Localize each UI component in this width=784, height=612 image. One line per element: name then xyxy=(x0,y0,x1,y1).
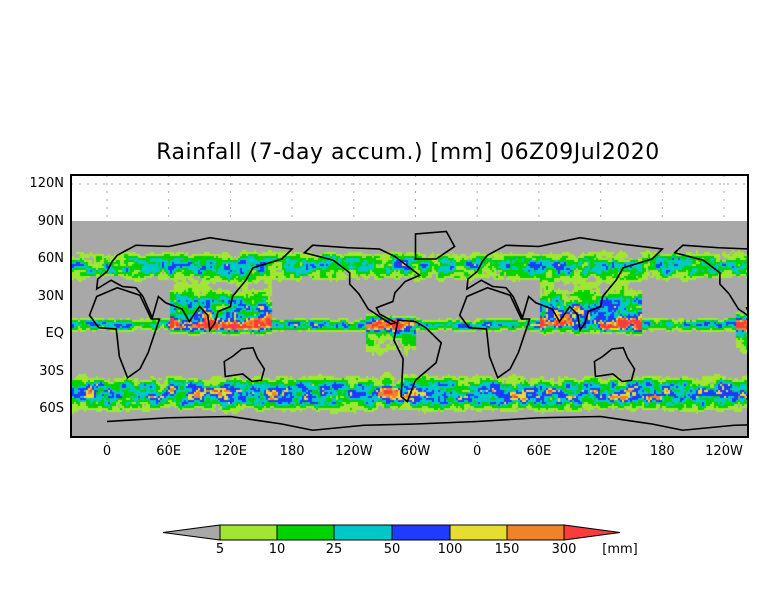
colorbar-label: 25 xyxy=(325,542,343,557)
continent-outline xyxy=(763,319,784,403)
colorbar-below-triangle xyxy=(162,524,221,541)
colorbar-label: 150 xyxy=(494,542,520,557)
colorbar-unit: [mm] xyxy=(602,542,638,557)
lon-label: 120W xyxy=(334,444,373,459)
colorbar-box xyxy=(276,524,335,541)
colorbar-label: 5 xyxy=(215,542,225,557)
colorbar xyxy=(162,524,621,541)
colorbar-box xyxy=(506,524,565,541)
lon-label: 0 xyxy=(102,444,112,459)
lat-label: 90N xyxy=(37,213,64,229)
map-title: Rainfall (7-day accum.) [mm] 06Z09Jul202… xyxy=(156,140,660,165)
colorbar-box xyxy=(449,524,508,541)
rainfall-field xyxy=(72,222,747,436)
colorbar-label: 100 xyxy=(437,542,463,557)
lon-label: 60W xyxy=(400,444,431,459)
lon-label: 60E xyxy=(526,444,552,459)
colorbar-label: 10 xyxy=(268,542,286,557)
lon-label: 0 xyxy=(473,444,482,459)
colorbar-box xyxy=(391,524,451,541)
colorbar-above-triangle xyxy=(563,524,621,541)
lon-label: 60E xyxy=(156,444,182,459)
lon-label: 120W xyxy=(705,444,743,459)
lon-label: 120E xyxy=(213,444,247,459)
lat-label: 30S xyxy=(39,363,64,379)
colorbar-box xyxy=(333,524,393,541)
lat-label: 30N xyxy=(37,288,64,304)
lat-label: 60S xyxy=(39,401,64,416)
colorbar-box xyxy=(219,524,278,541)
colorbar-label: 300 xyxy=(551,542,577,557)
lon-label: 180 xyxy=(649,444,675,459)
lon-label: 120E xyxy=(584,444,618,459)
lon-label: 180 xyxy=(279,444,305,459)
colorbar-label: 50 xyxy=(383,542,401,557)
lat-label: 60N xyxy=(37,251,64,266)
lat-label: EQ xyxy=(45,326,64,341)
lat-label: 120N xyxy=(29,176,64,191)
